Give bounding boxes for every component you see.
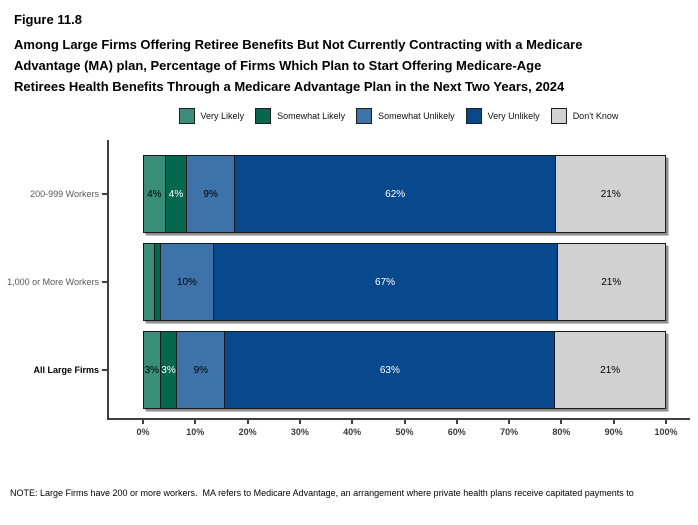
x-axis-tick-label: 60% (447, 427, 466, 437)
bar-segment: 21% (555, 156, 666, 232)
legend-item-2: Somewhat Unlikely (356, 108, 455, 124)
x-axis-tick-label: 100% (654, 427, 678, 437)
x-axis-tick-label: 50% (395, 427, 414, 437)
x-axis-tick-label: 20% (238, 427, 257, 437)
segment-value-label: 10% (176, 276, 197, 288)
footnote: NOTE: Large Firms have 200 or more worke… (10, 460, 694, 525)
x-axis-tick (142, 420, 144, 424)
bar-segment: 62% (233, 156, 556, 232)
bar-segment: 63% (224, 332, 555, 408)
chart-legend: Very Likely Somewhat Likely Somewhat Unlik… (107, 104, 690, 128)
x-axis-tick (508, 420, 511, 424)
y-axis-tick (102, 193, 107, 195)
legend-swatch-icon (550, 108, 567, 124)
x-axis-tick (194, 420, 197, 424)
y-axis-label-1: 1,000 or More Workers (7, 277, 99, 287)
bar-segment: 3% (144, 332, 160, 408)
chart-title-line-2: Advantage (MA) plan, Percentage of Firms… (14, 58, 542, 73)
x-axis-tick (246, 420, 249, 424)
figure-number: Figure 11.8 (14, 12, 82, 27)
legend-label: Very Likely (200, 111, 245, 121)
legend-swatch-icon (465, 108, 482, 124)
segment-value-label: 9% (203, 188, 218, 200)
bar-segment: 9% (186, 156, 234, 232)
x-axis-tick (455, 420, 458, 424)
legend-label: Don't Know (572, 111, 619, 121)
segment-value-label: 21% (601, 276, 622, 288)
segment-value-label: 3% (161, 364, 176, 376)
x-axis-tick-label: 10% (186, 427, 205, 437)
segment-value-label: 21% (600, 364, 621, 376)
y-axis-tick (102, 369, 107, 371)
legend-item-0: Very Likely (178, 108, 245, 124)
x-axis-tick-label: 30% (290, 427, 309, 437)
x-axis-tick (560, 420, 563, 424)
legend-item-4: Don't Know (550, 108, 619, 124)
x-axis-tick-label: 0% (136, 427, 150, 437)
x-axis-tick-label: 40% (343, 427, 362, 437)
bar-segment: 67% (212, 244, 557, 320)
x-axis-tick (351, 420, 354, 424)
bar-segment: 21% (556, 244, 665, 320)
legend-swatch-icon (255, 108, 272, 124)
x-axis-tick-label: 70% (500, 427, 519, 437)
bar-segment: 4% (164, 156, 187, 232)
bar-segment (144, 244, 155, 320)
stacked-bar-2: 3% 3% 9% 63% 21% (143, 331, 666, 409)
note-line-1: NOTE: Large Firms have 200 or more worke… (10, 488, 634, 498)
segment-value-label: 9% (193, 364, 209, 376)
legend-label: Somewhat Unlikely (378, 111, 455, 121)
chart-title-line-1: Among Large Firms Offering Retiree Benef… (14, 37, 583, 52)
segment-value-label: 21% (600, 188, 621, 200)
legend-item-1: Somewhat Likely (255, 108, 345, 124)
segment-value-label: 62% (385, 188, 406, 200)
bar-segment: 4% (144, 156, 165, 232)
segment-value-label: 3% (144, 364, 160, 376)
legend-swatch-icon (178, 108, 195, 124)
legend-label: Very Unlikely (487, 111, 540, 121)
legend-swatch-icon (356, 108, 373, 124)
legend-label: Somewhat Likely (277, 111, 346, 121)
bar-segment: 10% (160, 244, 213, 320)
chart-title-line-3: Retirees Health Benefits Through a Medic… (14, 79, 565, 94)
y-axis-label-2: All Large Firms (33, 365, 99, 375)
bar-segment: 21% (554, 332, 666, 408)
segment-value-label: 4% (168, 188, 184, 200)
plot-area: 4% 4% 9% 62% 21% 10% 67% 21% 3% 3% 9% 63% 21% (107, 140, 690, 420)
x-axis-tick (403, 420, 406, 424)
stacked-bar-1: 10% 67% 21% (143, 243, 666, 321)
chart-title: Among Large Firms Offering Retiree Benef… (14, 34, 684, 97)
x-axis-tick-label: 80% (552, 427, 571, 437)
bar-segment (154, 244, 161, 320)
y-axis-label-0: 200-999 Workers (30, 189, 99, 199)
x-axis-tick-label: 90% (604, 427, 623, 437)
x-axis-tick (298, 420, 301, 424)
bar-segment: 3% (159, 332, 177, 408)
segment-value-label: 67% (375, 276, 396, 288)
x-axis-tick (665, 420, 667, 424)
bar-segment: 9% (176, 332, 225, 408)
legend-item-3: Very Unlikely (465, 108, 540, 124)
segment-value-label: 63% (379, 364, 400, 376)
segment-value-label: 4% (147, 188, 162, 200)
x-axis-tick (612, 420, 615, 424)
stacked-bar-0: 4% 4% 9% 62% 21% (143, 155, 666, 233)
y-axis-tick (102, 281, 107, 283)
